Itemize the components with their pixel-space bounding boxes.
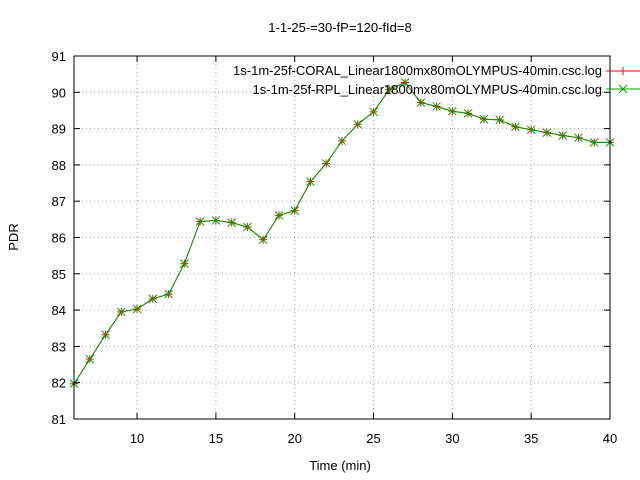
y-tick-label: 83 xyxy=(52,339,66,354)
x-tick-label: 40 xyxy=(603,431,617,446)
data-point-marker xyxy=(101,330,110,340)
data-point-marker xyxy=(179,259,189,268)
x-tick-label: 30 xyxy=(445,431,459,446)
data-point-marker xyxy=(479,114,489,124)
y-tick-label: 90 xyxy=(52,85,66,100)
x-tick-label: 10 xyxy=(130,431,144,446)
chart-title: 1-1-25-=30-fP=120-fId=8 xyxy=(268,20,411,35)
x-tick-label: 25 xyxy=(366,431,380,446)
data-point-marker xyxy=(227,218,237,227)
data-point-marker xyxy=(258,235,268,245)
series-0 xyxy=(70,78,614,388)
data-point-marker xyxy=(85,354,95,364)
data-point-marker xyxy=(290,206,300,215)
data-point-marker xyxy=(274,211,284,220)
data-point-marker xyxy=(211,216,221,225)
x-tick-label: 15 xyxy=(209,431,223,446)
data-point-marker xyxy=(353,119,363,129)
data-point-marker xyxy=(321,159,331,168)
x-axis-label: Time (min) xyxy=(309,458,371,473)
data-point-marker xyxy=(195,217,205,226)
y-tick-label: 91 xyxy=(52,49,66,64)
plot-area xyxy=(69,78,615,389)
data-point-marker xyxy=(447,106,457,116)
data-point-marker xyxy=(132,304,142,314)
data-point-marker xyxy=(116,307,126,317)
data-point-marker xyxy=(618,84,628,94)
series-1 xyxy=(69,78,615,389)
y-tick-label: 87 xyxy=(52,194,66,209)
legend: 1s-1m-25f-CORAL_Linear1800mx80mOLYMPUS-4… xyxy=(233,63,640,97)
data-point-marker xyxy=(400,78,410,87)
y-tick-label: 89 xyxy=(52,122,66,137)
data-point-marker xyxy=(337,136,347,146)
y-tick-label: 85 xyxy=(52,267,66,282)
x-tick-label: 20 xyxy=(287,431,301,446)
legend-label-rpl: 1s-1m-25f-RPL_Linear1800mx80mOLYMPUS-40m… xyxy=(253,82,602,97)
data-point-marker xyxy=(416,98,426,107)
data-point-marker xyxy=(542,128,552,137)
data-point-marker xyxy=(463,109,473,118)
data-point-marker xyxy=(164,289,173,299)
y-tick-label: 82 xyxy=(52,376,66,391)
axis-ticks: 81 82 83 84 85 86 87 88 89 90 91 10 15 20 25 30 35 40 xyxy=(52,49,618,446)
data-point-marker xyxy=(148,294,158,304)
data-point-marker xyxy=(306,177,315,186)
grid-lines xyxy=(74,56,610,419)
data-point-marker xyxy=(495,115,505,125)
data-point-marker xyxy=(369,107,378,117)
x-tick-label: 35 xyxy=(524,431,538,446)
data-point-marker xyxy=(384,85,394,94)
y-tick-label: 81 xyxy=(52,412,66,427)
y-tick-label: 84 xyxy=(52,303,66,318)
data-point-marker xyxy=(558,131,568,140)
data-point-marker xyxy=(574,133,583,143)
legend-label-coral: 1s-1m-25f-CORAL_Linear1800mx80mOLYMPUS-4… xyxy=(233,63,602,78)
y-axis-label: PDR xyxy=(6,223,21,250)
data-point-marker xyxy=(511,122,520,132)
y-tick-label: 88 xyxy=(52,158,66,173)
data-point-marker xyxy=(432,102,441,111)
data-point-marker xyxy=(243,222,252,232)
data-point-marker xyxy=(589,138,599,147)
data-point-marker xyxy=(526,125,536,135)
y-tick-label: 86 xyxy=(52,231,66,246)
